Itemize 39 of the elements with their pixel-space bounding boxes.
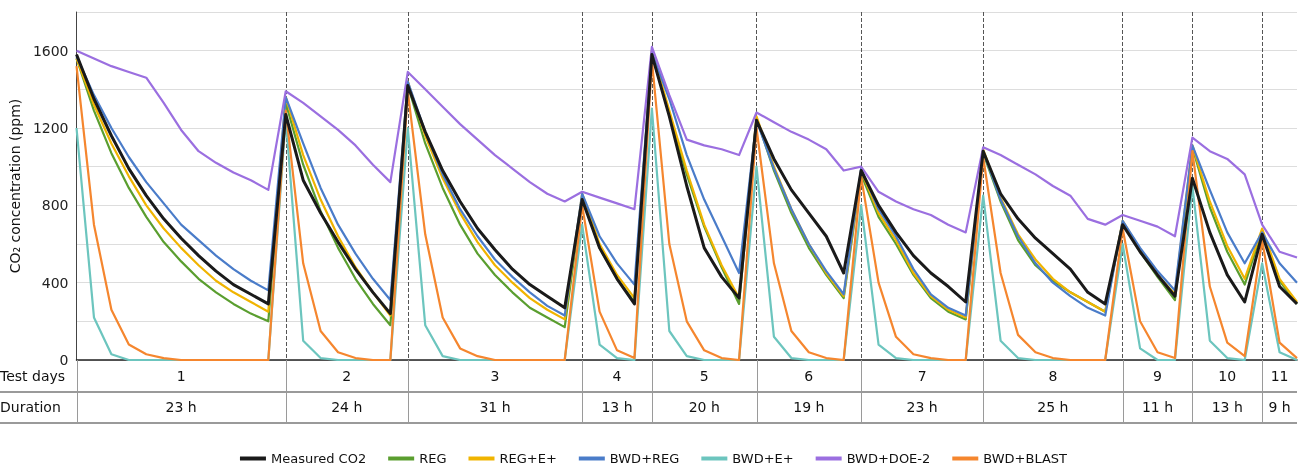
text: 4: [611, 367, 623, 386]
text: 31 h: [478, 398, 512, 417]
text: 6: [803, 367, 815, 386]
legend-label: REG+E+: [499, 451, 557, 466]
y-axis-title: CO₂ concentration (ppm): [7, 98, 23, 274]
text: Test days: [0, 367, 66, 386]
legend-label: REG: [419, 451, 447, 466]
text: 7: [916, 367, 928, 386]
legend-label: BWD+BLAST: [983, 451, 1068, 466]
legend-label: BWD+REG: [609, 451, 680, 466]
line-series: [75, 107, 1299, 362]
legend-label: BWD+DOE-2: [846, 451, 931, 466]
text: 23 h: [905, 398, 939, 417]
text: 3: [489, 367, 501, 386]
text: 1: [175, 367, 187, 386]
text: 5: [698, 367, 710, 386]
text: 8: [1047, 367, 1059, 386]
y-tick-label: 0: [59, 352, 69, 368]
text: 13 h: [1210, 398, 1244, 417]
legend-label: Measured CO2: [270, 451, 367, 466]
text: 23 h: [164, 398, 198, 417]
text: 25 h: [1036, 398, 1070, 417]
text: 20 h: [687, 398, 721, 417]
y-tick-label: 1200: [32, 120, 69, 136]
text: 10: [1217, 367, 1238, 386]
text: 2: [341, 367, 353, 386]
text: 19 h: [792, 398, 826, 417]
y-tick-label: 1600: [32, 42, 69, 59]
y-tick-label: 400: [41, 274, 69, 291]
text: 9 h: [1267, 398, 1292, 417]
line-series: [75, 45, 1299, 259]
text: 11: [1269, 367, 1290, 386]
text: 24 h: [330, 398, 364, 417]
text: 11 h: [1140, 398, 1175, 417]
text: Duration: [0, 398, 61, 417]
legend-label: BWD+E+: [732, 451, 794, 466]
text: 9: [1152, 367, 1163, 386]
y-tick-label: 800: [41, 197, 69, 214]
text: 13 h: [600, 398, 634, 417]
